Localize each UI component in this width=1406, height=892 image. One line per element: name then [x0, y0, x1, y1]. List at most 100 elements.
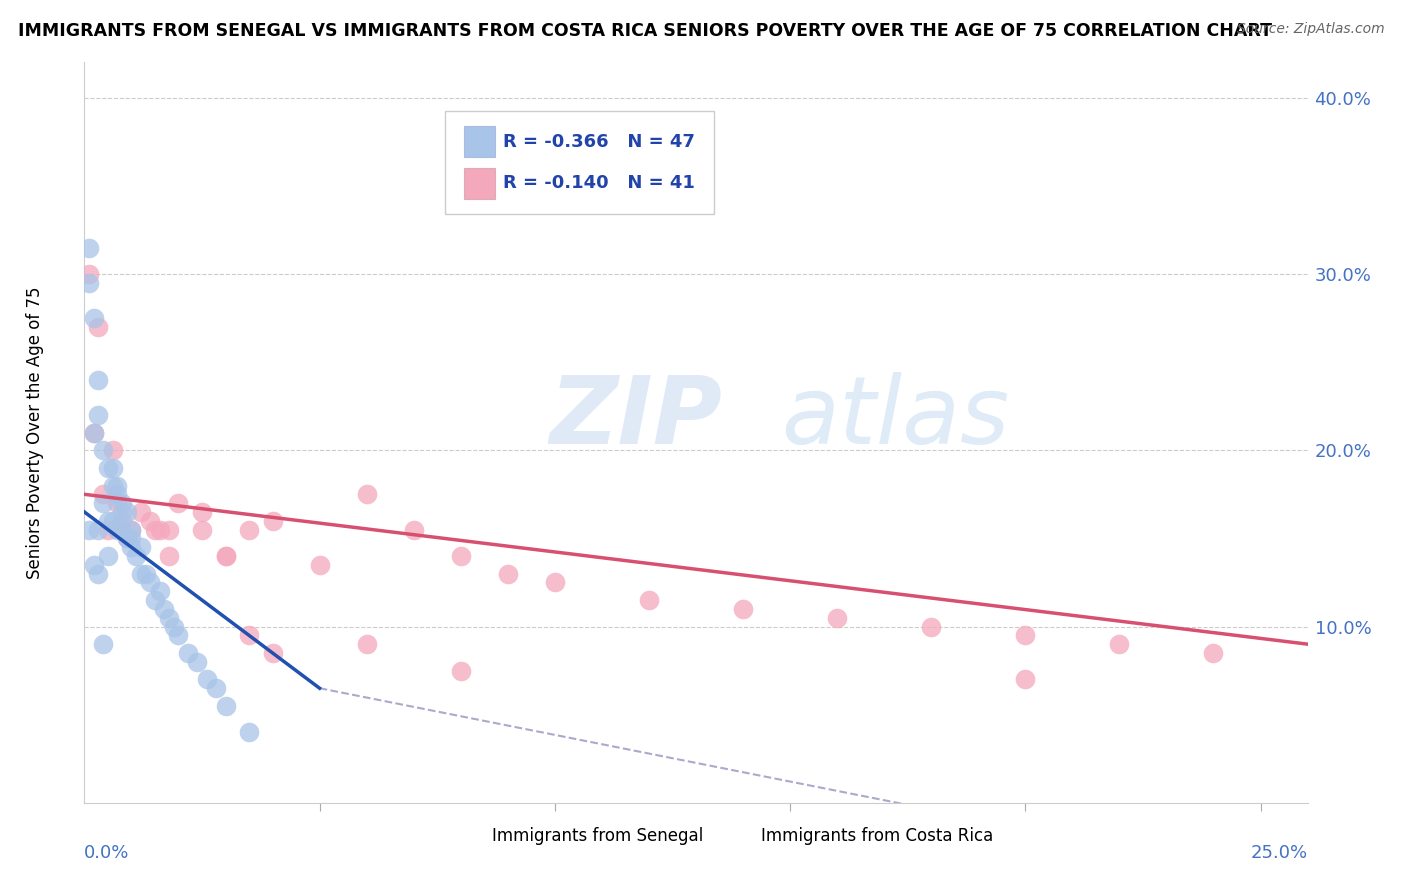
- Point: [920, 619, 942, 633]
- Point: [195, 673, 218, 687]
- Point: [544, 575, 567, 590]
- Point: [153, 602, 176, 616]
- Point: [1202, 646, 1225, 660]
- Point: [177, 646, 200, 660]
- FancyBboxPatch shape: [464, 168, 495, 199]
- FancyBboxPatch shape: [456, 826, 486, 853]
- Text: Source: ZipAtlas.com: Source: ZipAtlas.com: [1237, 22, 1385, 37]
- Point: [731, 602, 754, 616]
- Point: [101, 443, 124, 458]
- Point: [356, 637, 378, 651]
- Point: [139, 514, 162, 528]
- Point: [120, 532, 142, 546]
- Point: [214, 549, 236, 563]
- Point: [356, 487, 378, 501]
- Point: [87, 408, 110, 422]
- Point: [402, 523, 425, 537]
- Point: [111, 496, 134, 510]
- Point: [139, 575, 162, 590]
- Point: [77, 523, 100, 537]
- Point: [83, 311, 105, 326]
- Point: [115, 532, 138, 546]
- Point: [129, 505, 152, 519]
- Point: [450, 664, 472, 678]
- Point: [167, 496, 190, 510]
- Point: [97, 514, 120, 528]
- Point: [101, 478, 124, 492]
- Point: [238, 725, 260, 739]
- Point: [149, 584, 172, 599]
- Point: [1014, 673, 1036, 687]
- Text: IMMIGRANTS FROM SENEGAL VS IMMIGRANTS FROM COSTA RICA SENIORS POVERTY OVER THE A: IMMIGRANTS FROM SENEGAL VS IMMIGRANTS FR…: [18, 22, 1272, 40]
- Point: [97, 523, 120, 537]
- Point: [308, 558, 330, 572]
- FancyBboxPatch shape: [464, 126, 495, 157]
- Point: [87, 373, 110, 387]
- Point: [97, 461, 120, 475]
- Point: [91, 496, 114, 510]
- Point: [167, 628, 190, 642]
- Point: [87, 566, 110, 581]
- Point: [186, 655, 208, 669]
- Point: [450, 549, 472, 563]
- Point: [83, 425, 105, 440]
- Point: [77, 240, 100, 255]
- Point: [135, 566, 157, 581]
- Point: [157, 549, 180, 563]
- Point: [77, 267, 100, 281]
- Point: [83, 558, 105, 572]
- Point: [105, 478, 128, 492]
- Point: [129, 566, 152, 581]
- Point: [191, 505, 214, 519]
- Text: atlas: atlas: [782, 372, 1010, 463]
- Text: ZIP: ZIP: [550, 372, 723, 464]
- Point: [111, 505, 134, 519]
- Point: [91, 637, 114, 651]
- Point: [214, 698, 236, 713]
- Point: [825, 610, 848, 624]
- Point: [143, 593, 166, 607]
- Point: [1014, 628, 1036, 642]
- Point: [105, 496, 128, 510]
- Text: 0.0%: 0.0%: [84, 844, 129, 862]
- FancyBboxPatch shape: [724, 826, 756, 853]
- Point: [115, 505, 138, 519]
- Point: [101, 514, 124, 528]
- Text: Seniors Poverty Over the Age of 75: Seniors Poverty Over the Age of 75: [27, 286, 45, 579]
- Point: [105, 523, 128, 537]
- Point: [262, 646, 284, 660]
- Point: [83, 425, 105, 440]
- Point: [91, 487, 114, 501]
- Point: [115, 532, 138, 546]
- Point: [120, 523, 142, 537]
- Point: [143, 523, 166, 537]
- Point: [496, 566, 519, 581]
- Text: R = -0.366   N = 47: R = -0.366 N = 47: [503, 133, 695, 151]
- FancyBboxPatch shape: [446, 111, 714, 214]
- Point: [120, 540, 142, 554]
- Point: [101, 461, 124, 475]
- Point: [91, 443, 114, 458]
- Point: [129, 540, 152, 554]
- Point: [163, 619, 186, 633]
- Point: [87, 523, 110, 537]
- Point: [97, 549, 120, 563]
- Point: [214, 549, 236, 563]
- Text: R = -0.140   N = 41: R = -0.140 N = 41: [503, 174, 695, 192]
- Point: [77, 276, 100, 290]
- Point: [1108, 637, 1130, 651]
- Text: Immigrants from Costa Rica: Immigrants from Costa Rica: [761, 827, 993, 845]
- Text: Immigrants from Senegal: Immigrants from Senegal: [492, 827, 703, 845]
- Point: [157, 523, 180, 537]
- Point: [238, 523, 260, 537]
- Point: [157, 610, 180, 624]
- Point: [262, 514, 284, 528]
- Point: [638, 593, 661, 607]
- Point: [111, 523, 134, 537]
- Point: [149, 523, 172, 537]
- Point: [105, 487, 128, 501]
- Point: [238, 628, 260, 642]
- Point: [191, 523, 214, 537]
- Text: 25.0%: 25.0%: [1250, 844, 1308, 862]
- Point: [111, 514, 134, 528]
